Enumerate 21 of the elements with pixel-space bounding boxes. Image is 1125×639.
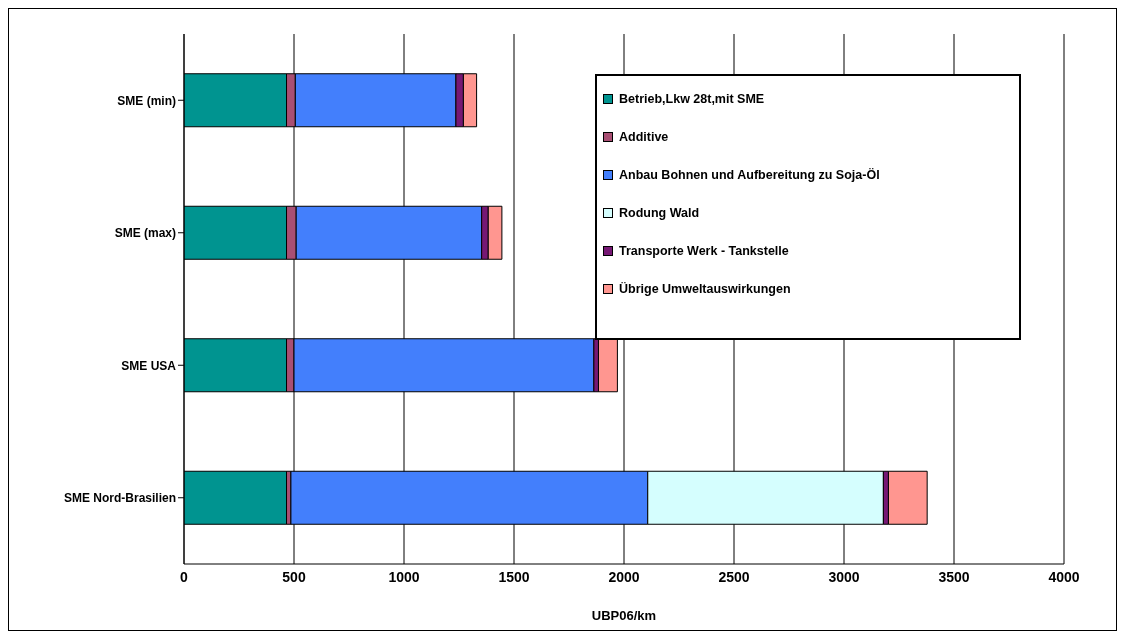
bar — [887, 470, 928, 525]
x-tick-label: 1500 — [498, 568, 530, 585]
legend-label: Übrige Umweltauswirkungen — [619, 282, 791, 296]
x-tick-label: 3000 — [828, 568, 860, 585]
y-tick-label: SME USA — [121, 358, 177, 373]
x-tick-label: 0 — [180, 568, 189, 585]
legend-label: Anbau Bohnen und Aufbereitung zu Soja-Öl — [619, 168, 880, 182]
legend-label: Betrieb,Lkw 28t,mit SME — [619, 92, 765, 106]
y-tick-label: SME Nord-Brasilien — [63, 491, 176, 506]
x-tick-label: 500 — [282, 568, 306, 585]
x-axis-title: UBP06/km — [591, 608, 657, 623]
y-tick-label: SME (min) — [117, 93, 176, 108]
legend-label: Rodung Wald — [619, 206, 700, 220]
x-tick-label: 3500 — [938, 568, 970, 585]
x-tick-label: 4000 — [1048, 568, 1080, 585]
legend-label: Transporte Werk - Tankstelle — [619, 244, 789, 258]
x-tick-label: 2500 — [718, 568, 750, 585]
x-tick-label: 2000 — [608, 568, 640, 585]
legend-label: Additive — [619, 130, 669, 144]
x-tick-label: 1000 — [388, 568, 420, 585]
y-tick-label: SME (max) — [114, 226, 176, 241]
